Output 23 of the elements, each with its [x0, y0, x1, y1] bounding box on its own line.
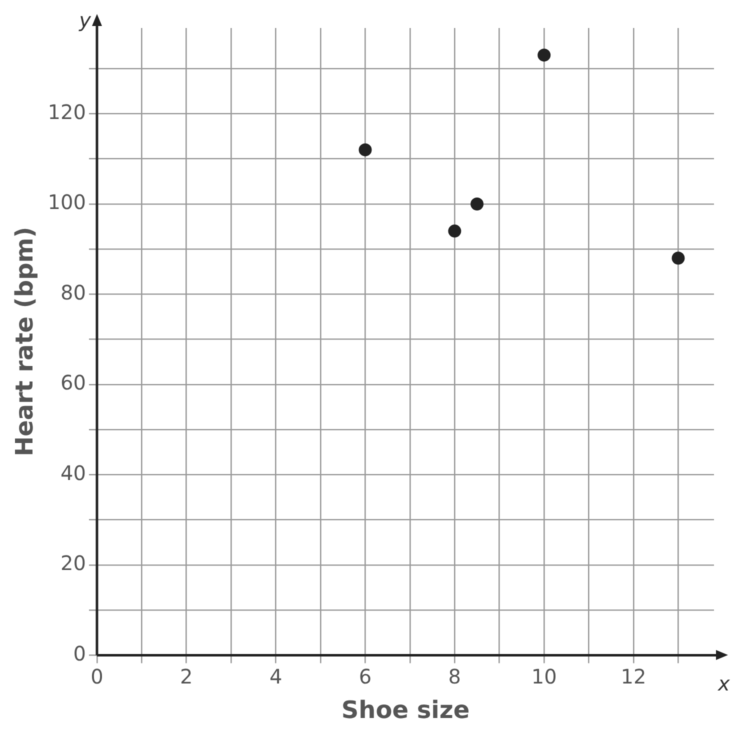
point [538, 48, 551, 62]
x-axis-title: Shoe size [341, 696, 470, 724]
point [358, 143, 372, 156]
y-tick-label: 80 [60, 280, 86, 304]
point [448, 224, 462, 238]
x-tick-label: 4 [269, 664, 282, 688]
x-tick-label: 0 [90, 664, 104, 688]
y-tick-label: 20 [60, 551, 86, 576]
y-tick-label: 100 [48, 190, 86, 214]
y-tick-label: 40 [60, 460, 86, 485]
x-tick-label: 10 [531, 664, 557, 688]
text: y [78, 8, 92, 32]
x-tick-label: 6 [358, 664, 372, 688]
y-axis-title: Heart rate (bpm) [10, 226, 39, 456]
x-tick-label: 2 [180, 664, 193, 688]
x-tick-label: 12 [620, 664, 646, 688]
y-tick-label: 60 [60, 370, 86, 395]
x-tick-label: 8 [448, 664, 462, 688]
text: x [717, 671, 730, 696]
y-tick-label: 120 [48, 100, 86, 124]
y-tick-label: 0 [73, 641, 86, 666]
point [470, 197, 484, 210]
point [672, 252, 685, 265]
